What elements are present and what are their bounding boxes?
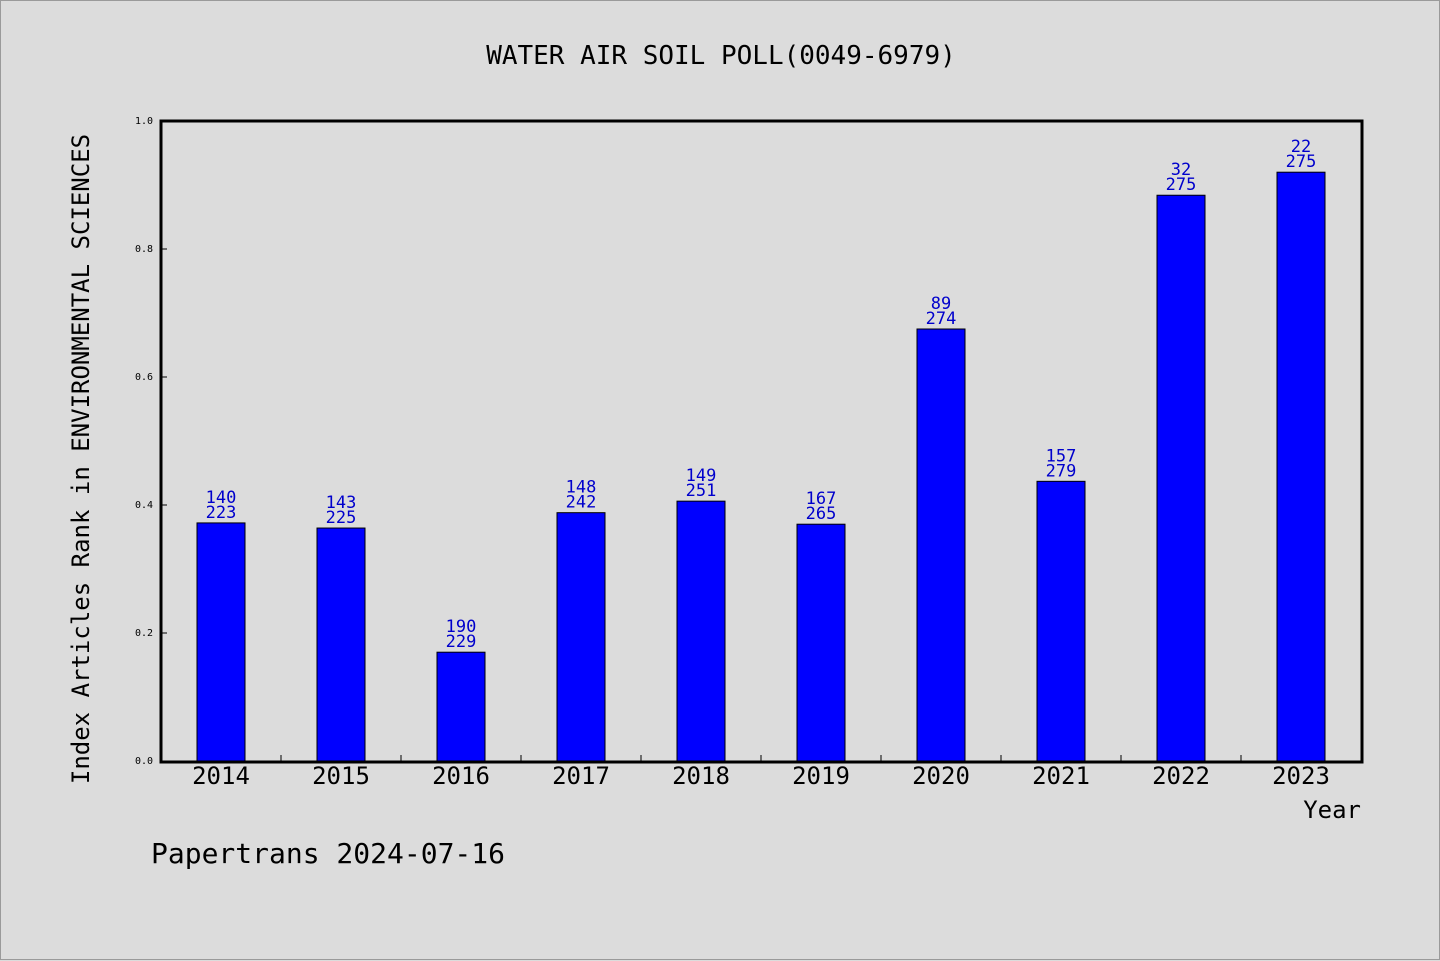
y-tick-label: 0.8	[135, 244, 153, 255]
data-label-rank: 32	[1171, 160, 1191, 180]
x-tick-label: 2015	[312, 762, 370, 790]
bar	[556, 512, 606, 762]
x-tick-label: 2019	[792, 762, 850, 790]
plot-border	[159, 119, 1364, 764]
data-label-total: 223	[206, 503, 237, 523]
x-tick-label: 2018	[672, 762, 730, 790]
data-label-total: 229	[446, 632, 477, 652]
x-tick-label: 2020	[912, 762, 970, 790]
y-axis-label: Index Articles Rank in ENVIRONMENTAL SCI…	[67, 134, 95, 784]
bar	[1156, 194, 1206, 762]
x-axis-label: Year	[1303, 796, 1361, 824]
bar	[1276, 171, 1326, 762]
bar	[196, 522, 246, 762]
y-tick-label: 0.6	[135, 372, 153, 383]
data-label-total: 225	[326, 508, 357, 528]
data-label-rank: 157	[1046, 446, 1077, 466]
data-label-rank: 140	[206, 488, 237, 508]
data-label-rank: 148	[566, 478, 597, 498]
bar	[796, 523, 846, 762]
data-label-total: 279	[1046, 461, 1077, 481]
data-label-total: 274	[926, 309, 957, 329]
bar	[316, 527, 366, 762]
data-label-rank: 22	[1291, 137, 1311, 157]
bar	[676, 500, 726, 762]
data-label-total: 242	[566, 493, 597, 513]
x-tick-label: 2023	[1272, 762, 1330, 790]
data-label-rank: 89	[931, 294, 951, 314]
data-label-rank: 167	[806, 489, 837, 509]
x-tick-label: 2017	[552, 762, 610, 790]
y-tick-label: 0.2	[135, 628, 153, 639]
y-tick-label: 1.0	[135, 116, 153, 127]
data-label-rank: 149	[686, 466, 717, 486]
y-tick-label: 0.0	[135, 756, 153, 767]
y-tick-label: 0.4	[135, 500, 153, 511]
data-label-total: 275	[1166, 175, 1197, 195]
data-label-total: 251	[686, 481, 717, 501]
footer-credit: Papertrans 2024-07-16	[151, 837, 505, 870]
x-tick-label: 2022	[1152, 762, 1210, 790]
data-label-rank: 190	[446, 617, 477, 637]
x-tick-label: 2014	[192, 762, 250, 790]
bar	[436, 651, 486, 762]
data-label-total: 265	[806, 504, 837, 524]
x-tick-label: 2016	[432, 762, 490, 790]
chart-title: WATER AIR SOIL POLL(0049-6979)	[486, 41, 956, 71]
data-label-rank: 143	[326, 493, 357, 513]
data-label-total: 275	[1286, 152, 1317, 172]
bar	[1036, 480, 1086, 762]
x-tick-label: 2021	[1032, 762, 1090, 790]
bar	[916, 328, 966, 762]
